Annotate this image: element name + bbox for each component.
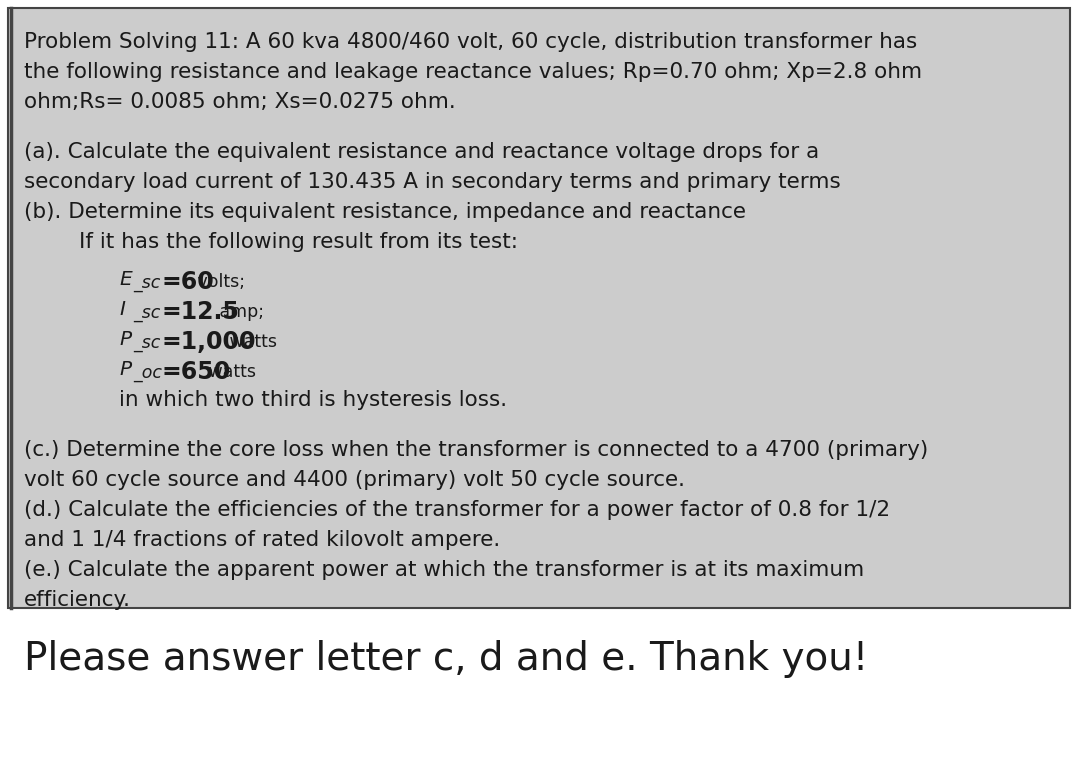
Text: (d.) Calculate the efficiencies of the transformer for a power factor of 0.8 for: (d.) Calculate the efficiencies of the t…	[24, 500, 890, 520]
Text: ohm;Rs= 0.0085 ohm; Xs=0.0275 ohm.: ohm;Rs= 0.0085 ohm; Xs=0.0275 ohm.	[24, 92, 456, 112]
Text: volts;: volts;	[192, 273, 245, 291]
Text: (b). Determine its equivalent resistance, impedance and reactance: (b). Determine its equivalent resistance…	[24, 202, 746, 222]
Text: _oc: _oc	[133, 364, 162, 382]
Text: (a). Calculate the equivalent resistance and reactance voltage drops for a: (a). Calculate the equivalent resistance…	[24, 142, 820, 162]
Text: (e.) Calculate the apparent power at which the transformer is at its maximum: (e.) Calculate the apparent power at whi…	[24, 560, 864, 580]
Text: =650: =650	[161, 360, 230, 384]
Text: =12.5: =12.5	[161, 300, 239, 324]
Bar	[8, 8, 1070, 608]
Text: _sc: _sc	[133, 304, 160, 322]
Text: Please answer letter c, d and e. Thank you!: Please answer letter c, d and e. Thank y…	[24, 640, 868, 678]
Text: E: E	[119, 270, 132, 289]
Text: efficiency.: efficiency.	[24, 590, 131, 610]
Text: =60: =60	[161, 270, 214, 294]
Text: If it has the following result from its test:: If it has the following result from its …	[24, 232, 518, 252]
Text: in which two third is hysteresis loss.: in which two third is hysteresis loss.	[119, 390, 508, 410]
Text: =1,000: =1,000	[161, 330, 256, 354]
Text: watts: watts	[224, 333, 276, 351]
Text: _sc: _sc	[133, 274, 160, 292]
Text: _sc: _sc	[133, 334, 160, 352]
Text: the following resistance and leakage reactance values; Rp=0.70 ohm; Xp=2.8 ohm: the following resistance and leakage rea…	[24, 62, 922, 82]
Text: and 1 1/4 fractions of rated kilovolt ampere.: and 1 1/4 fractions of rated kilovolt am…	[24, 530, 500, 550]
Text: P: P	[119, 330, 131, 349]
Text: P: P	[119, 360, 131, 379]
Text: watts: watts	[203, 363, 256, 381]
Text: Problem Solving 11: A 60 kva 4800/460 volt, 60 cycle, distribution transformer h: Problem Solving 11: A 60 kva 4800/460 vo…	[24, 32, 917, 52]
Text: (c.) Determine the core loss when the transformer is connected to a 4700 (primar: (c.) Determine the core loss when the tr…	[24, 440, 928, 460]
Text: secondary load current of 130.435 A in secondary terms and primary terms: secondary load current of 130.435 A in s…	[24, 172, 840, 192]
Text: amp;: amp;	[214, 303, 264, 321]
Text: volt 60 cycle source and 4400 (primary) volt 50 cycle source.: volt 60 cycle source and 4400 (primary) …	[24, 470, 685, 490]
Text: I: I	[119, 300, 125, 319]
